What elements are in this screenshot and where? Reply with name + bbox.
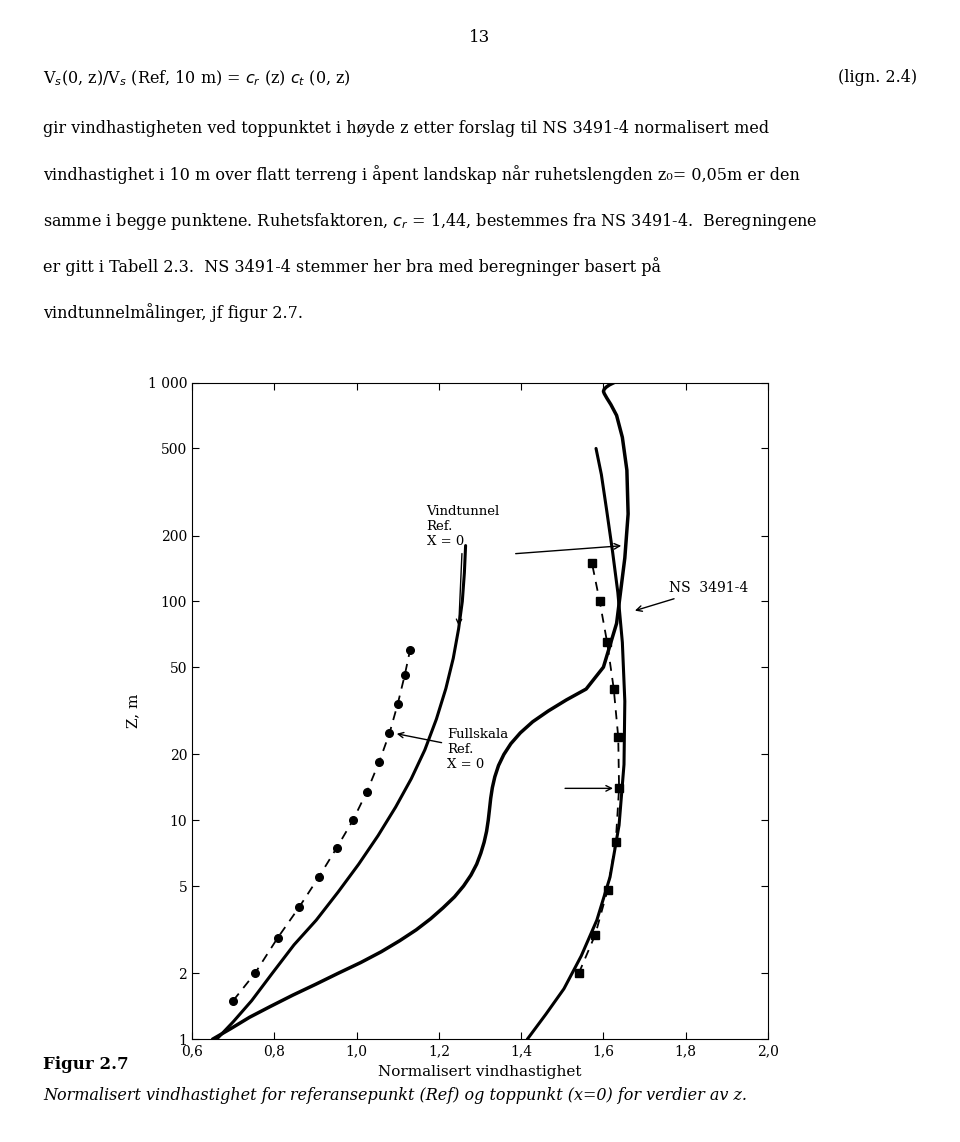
Text: gir vindhastigheten ved toppunktet i høyde z etter forslag til NS 3491-4 normali: gir vindhastigheten ved toppunktet i høy… bbox=[43, 120, 769, 137]
Text: er gitt i Tabell 2.3.  NS 3491-4 stemmer her bra med beregninger basert på: er gitt i Tabell 2.3. NS 3491-4 stemmer … bbox=[43, 257, 661, 276]
Text: V$_s$(0, z)/V$_s$ (Ref, 10 m) = $c_r$ (z) $c_t$ (0, z): V$_s$(0, z)/V$_s$ (Ref, 10 m) = $c_r$ (z… bbox=[43, 69, 351, 88]
Text: samme i begge punktene. Ruhetsfaktoren, $c_r$ = 1,44, bestemmes fra NS 3491-4.  : samme i begge punktene. Ruhetsfaktoren, … bbox=[43, 211, 818, 232]
X-axis label: Normalisert vindhastighet: Normalisert vindhastighet bbox=[378, 1065, 582, 1079]
Text: NS  3491-4: NS 3491-4 bbox=[636, 581, 749, 611]
Text: 13: 13 bbox=[469, 29, 491, 46]
Text: vindtunnelmålinger, jf figur 2.7.: vindtunnelmålinger, jf figur 2.7. bbox=[43, 303, 303, 322]
Text: Figur 2.7: Figur 2.7 bbox=[43, 1056, 129, 1073]
Text: Vindtunnel
Ref.
X = 0: Vindtunnel Ref. X = 0 bbox=[426, 505, 500, 625]
Text: Normalisert vindhastighet for referansepunkt (Ref) og toppunkt (x=0) for verdier: Normalisert vindhastighet for referansep… bbox=[43, 1087, 747, 1104]
Text: vindhastighet i 10 m over flatt terreng i åpent landskap når ruhetslengden z₀= 0: vindhastighet i 10 m over flatt terreng … bbox=[43, 166, 800, 185]
Text: (lign. 2.4): (lign. 2.4) bbox=[838, 69, 917, 86]
Text: Fullskala
Ref.
X = 0: Fullskala Ref. X = 0 bbox=[398, 729, 509, 771]
Y-axis label: Z, m: Z, m bbox=[127, 693, 141, 729]
